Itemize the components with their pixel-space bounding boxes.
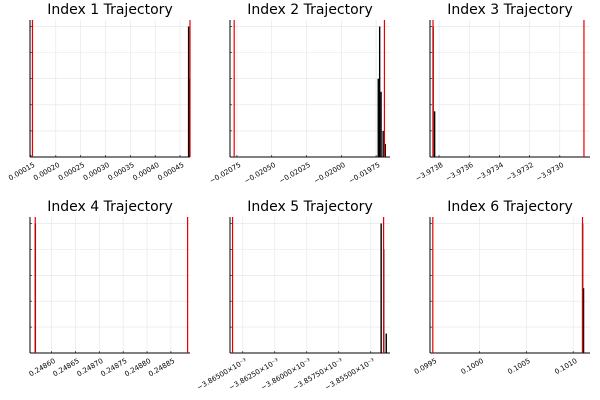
panel-title: Index 1 Trajectory [47,2,172,18]
x-tick-label: 0.24885 [147,357,176,378]
x-tick-label: 0.24880 [123,357,152,378]
panel-title: Index 5 Trajectory [247,199,372,215]
x-tick-label: 0.00020 [32,161,61,182]
histogram-bar [380,223,382,353]
histogram-bar [382,130,384,157]
x-tick-label: −3.9732 [505,161,535,183]
x-tick-label: −0.02075 [208,161,242,185]
x-tick-label: 0.0995 [413,357,438,376]
x-tick-label: 0.00025 [57,161,86,182]
x-tick-label: 0.24875 [99,357,128,378]
x-tick-label: 0.1005 [507,357,532,376]
x-tick-label: −3.9734 [475,161,506,183]
histogram-bar [380,91,382,157]
x-tick-label: 0.1010 [553,357,578,376]
x-tick-label: 0.00035 [107,161,136,182]
x-tick-label: −0.02050 [243,161,277,185]
x-tick-label: −0.01975 [347,161,381,185]
histogram-bar [377,78,379,157]
x-tick-label: −3.9730 [535,161,565,183]
panel-6: 0.0995 0.1000 0.1005 0.1010 Index 6 Trajecto… [413,199,590,376]
x-tick-label: 0.24865 [52,357,81,378]
x-tick-label: −0.02000 [313,161,347,185]
x-tick-label: 0.00045 [156,161,185,182]
x-tick-label: 0.24860 [28,357,57,378]
panel-title: Index 3 Trajectory [447,2,572,18]
panel-title: Index 2 Trajectory [247,2,372,18]
x-tick-label: 0.00040 [132,161,161,182]
panel-title: Index 4 Trajectory [47,199,172,215]
x-tick-label: −3.9738 [414,161,444,183]
x-tick-label: 0.24870 [76,357,105,378]
panel-4: 0.248600.248650.248700.248750.248800.248… [28,199,190,378]
panel-title: Index 6 Trajectory [447,199,572,215]
panel-2: −0.02075 −0.02050 −0.02025 −0.02000 −0.01975… [208,2,390,185]
panel-1: 0.000150.000200.000250.000300.000350.000… [7,2,191,182]
histogram-bar [582,288,585,353]
x-tick-label: −3.9736 [444,161,475,183]
panel-5: −3.86500×10⁻³−3.86250×10⁻³−3.86000×10⁻³−… [196,199,390,392]
panel-3: −3.9738 −3.9736 −3.9734 −3.9732 −3.9730 Index… [414,2,590,183]
x-tick-label: 0.1000 [460,357,485,376]
x-tick-label: 0.00030 [82,161,111,182]
histogram-bar [378,26,381,158]
histogram-bar [384,143,386,157]
x-tick-label: −0.02025 [278,161,312,185]
histogram-bar [385,333,387,353]
histogram-bar [188,78,190,157]
histogram-bar [433,111,436,157]
x-tick-label: 0.00015 [7,161,36,182]
